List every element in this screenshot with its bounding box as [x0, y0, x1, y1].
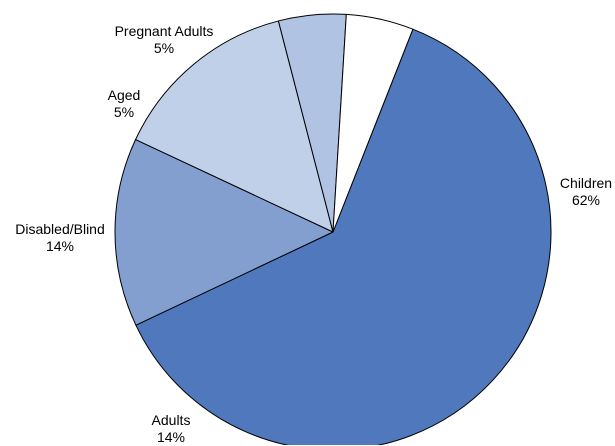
slice-label-pregnant-adults: Pregnant Adults 5% [115, 23, 214, 57]
slice-label-adults: Adults 14% [152, 412, 191, 446]
slice-label-children: Children 62% [560, 175, 612, 209]
pie-slice-pregnant-adults [332, 13, 414, 233]
slice-name: Children [559, 175, 613, 191]
pie-slice-children [135, 28, 552, 445]
pie-slice-adults [114, 139, 334, 326]
slice-label-aged: Aged 5% [108, 87, 141, 121]
slice-value: 5% [153, 40, 175, 56]
slice-value: 14% [45, 238, 75, 254]
slice-name: Aged [107, 87, 141, 103]
slice-value: 14% [156, 429, 186, 445]
slice-name: Disabled/Blind [15, 221, 105, 237]
slice-name: Pregnant Adults [114, 23, 214, 39]
slice-value: 62% [571, 192, 601, 208]
slice-label-disabled-blind: Disabled/Blind 14% [15, 221, 105, 255]
pie-slice-disabled-blind [135, 20, 334, 233]
slice-name: Adults [151, 412, 191, 428]
slice-value: 5% [113, 104, 135, 120]
